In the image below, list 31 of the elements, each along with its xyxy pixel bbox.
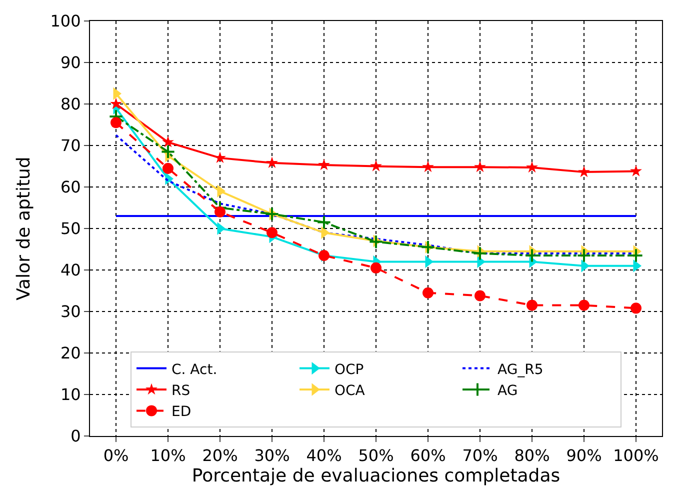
x-tick-label: 90% — [566, 446, 602, 466]
y-tick-label: 0 — [70, 426, 81, 446]
y-tick-label: 80 — [60, 94, 81, 114]
legend-label: C. Act. — [172, 362, 218, 378]
legend-label: AG_R5 — [498, 362, 544, 378]
y-tick-label: 20 — [60, 344, 81, 363]
y-tick-label: 40 — [60, 260, 81, 280]
x-tick-label: 0% — [103, 446, 129, 466]
legend-label: OCP — [334, 362, 364, 378]
legend-label: RS — [172, 382, 190, 399]
legend-label: OCA — [334, 382, 366, 399]
y-tick-label: 90 — [60, 53, 81, 72]
y-tick-label: 70 — [60, 136, 81, 156]
x-tick-label: 80% — [514, 446, 550, 466]
x-tick-label: 30% — [254, 446, 290, 466]
legend-label: ED — [172, 404, 192, 420]
x-tick-label: 10% — [150, 446, 186, 466]
x-tick-label: 60% — [410, 446, 446, 466]
y-tick-label: 60 — [60, 178, 81, 197]
x-tick-label: 100% — [613, 446, 659, 466]
x-axis-title: Porcentaje de evaluaciones completadas — [192, 465, 560, 486]
x-tick-label: 20% — [202, 446, 238, 466]
x-tick-label: 50% — [358, 446, 394, 466]
legend-label: AG — [498, 382, 518, 399]
y-tick-label: 100 — [50, 12, 81, 31]
y-tick-label: 30 — [60, 302, 81, 322]
x-tick-label: 40% — [306, 446, 342, 466]
y-axis-title: Valor de aptitud — [13, 156, 34, 300]
y-tick-label: 10 — [60, 385, 81, 404]
x-tick-label: 70% — [462, 446, 498, 466]
y-tick-label: 50 — [60, 219, 81, 238]
